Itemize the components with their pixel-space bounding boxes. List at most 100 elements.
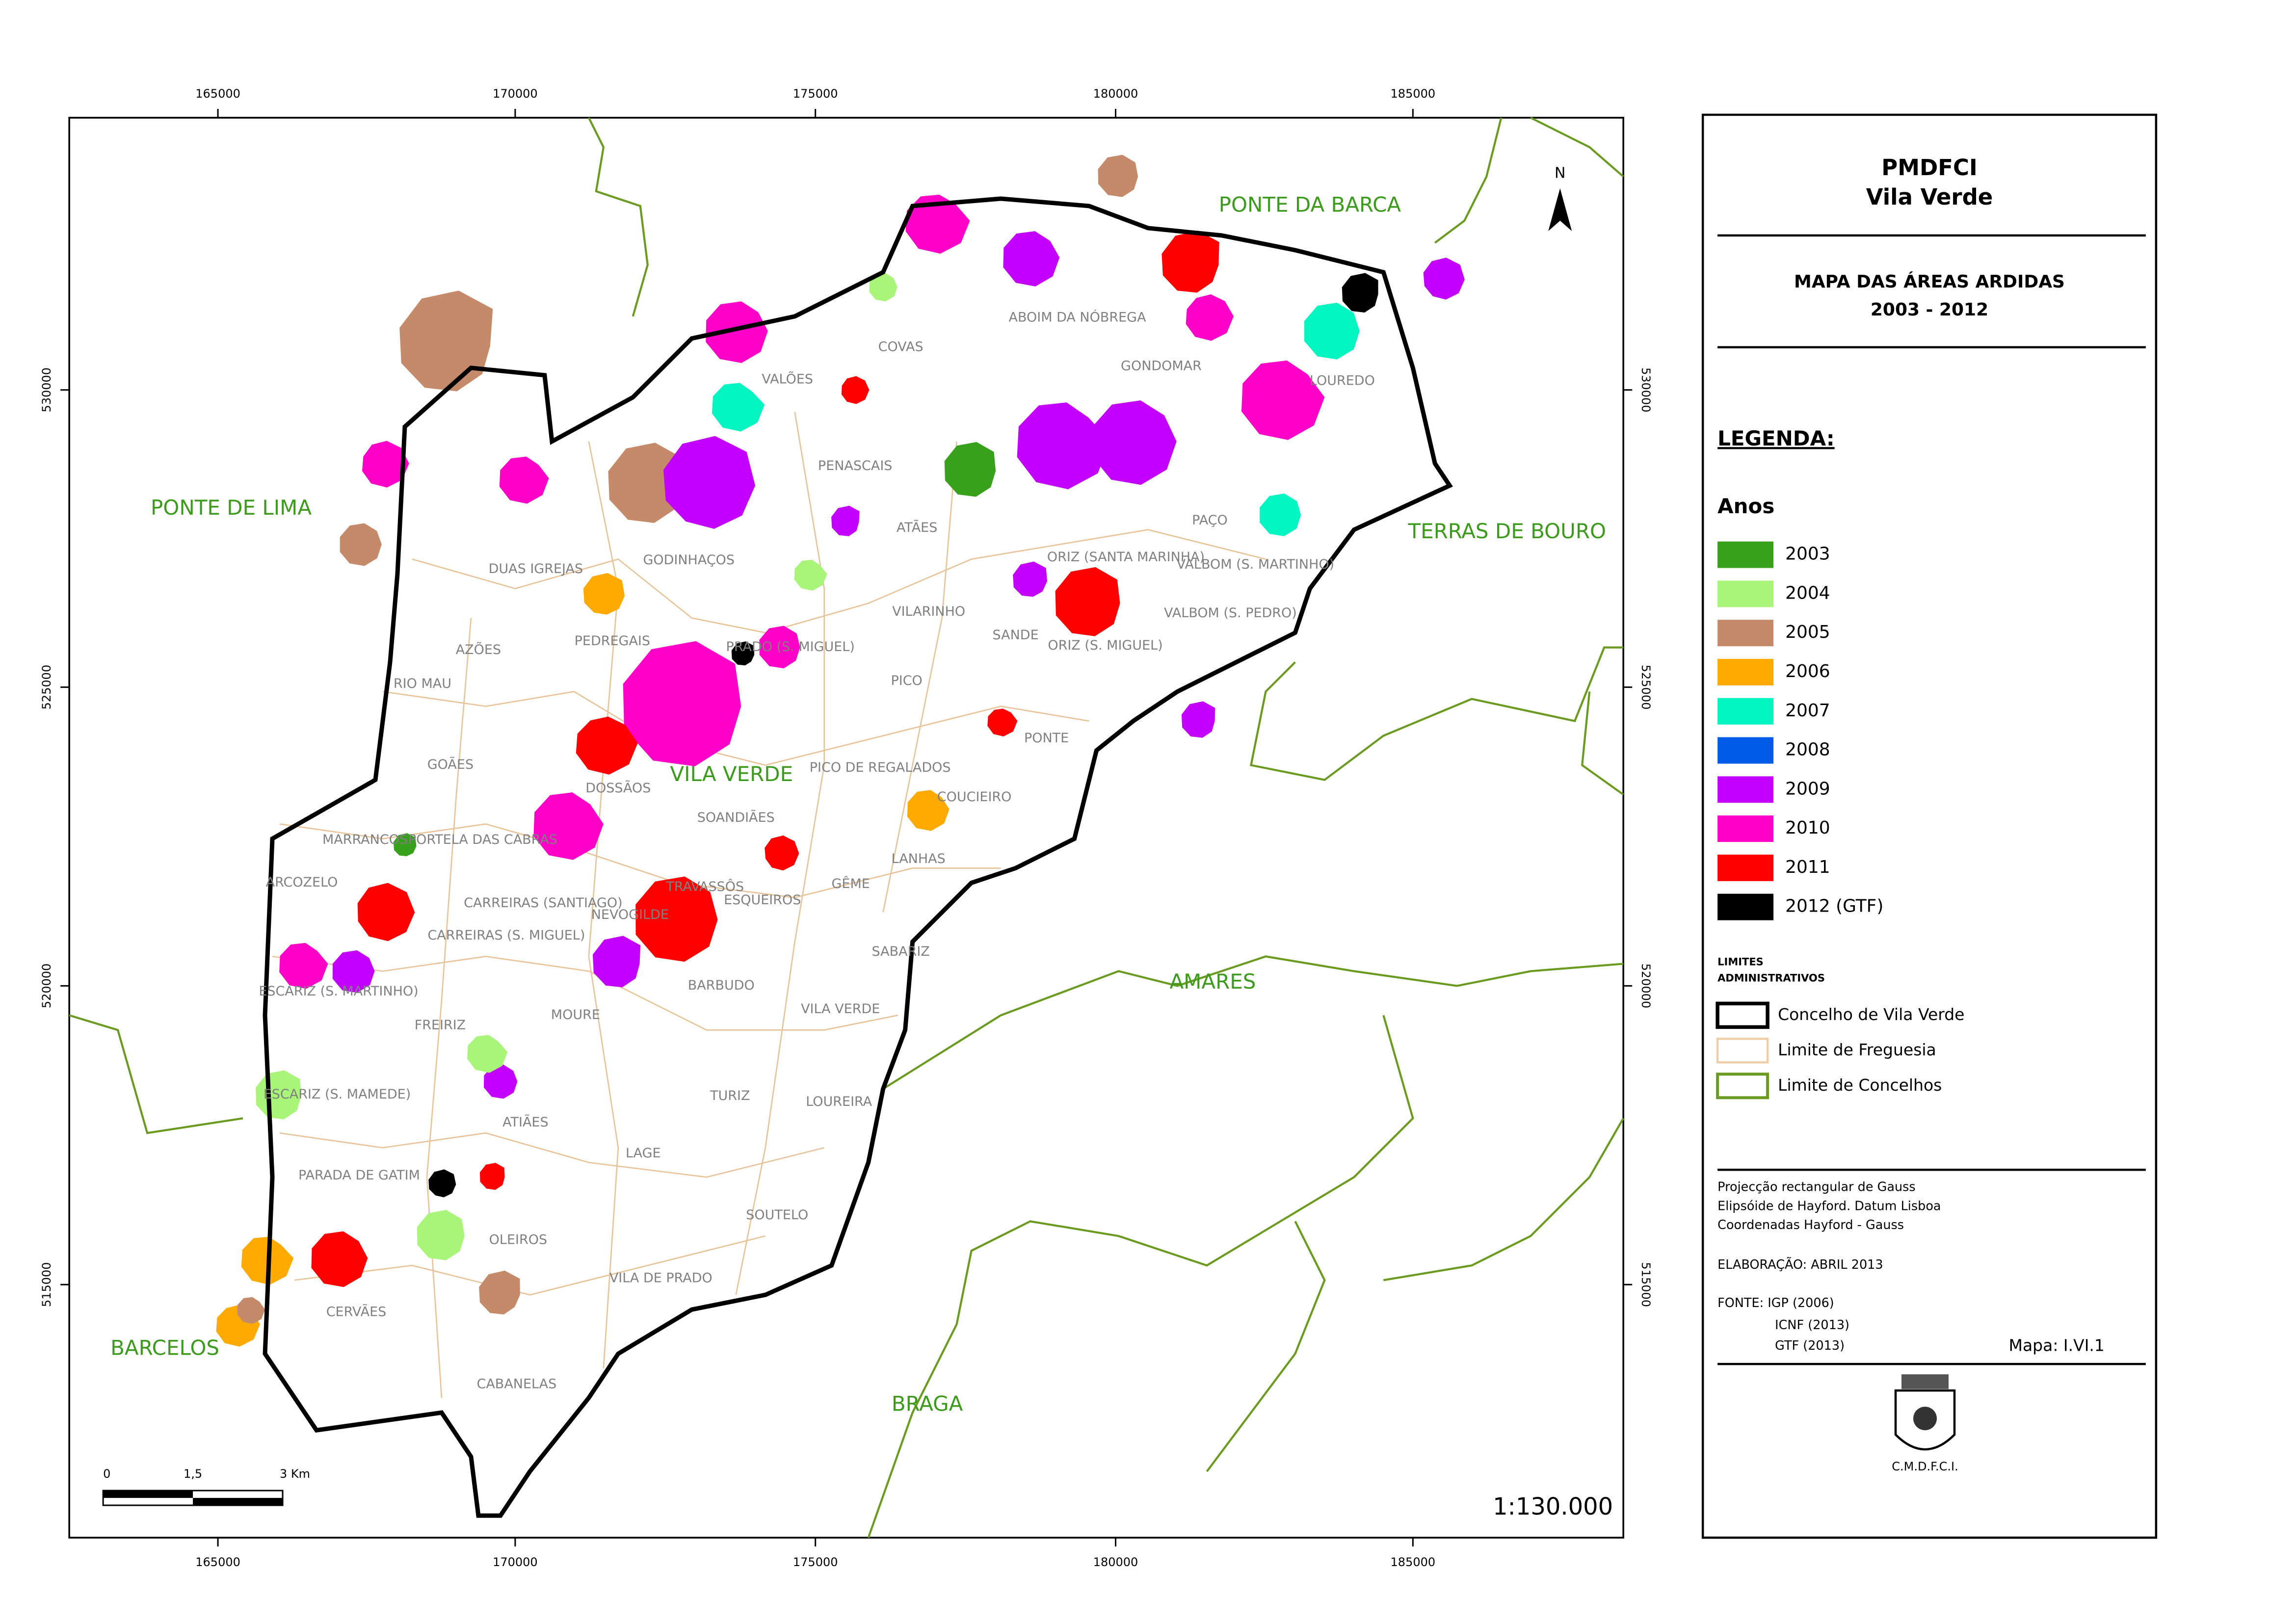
burned-area [1186,294,1234,341]
legend-label: 2008 [1785,740,1830,760]
scale-label: 0 [103,1467,110,1481]
region-label: BRAGA [892,1392,963,1416]
parish-border [272,956,898,1031]
y-tick-label: 515000 [1639,1262,1653,1307]
parish-label: ORIZ (S. MIGUEL) [1048,638,1162,653]
region-label: BARCELOS [110,1336,219,1360]
burned-area [1304,302,1360,360]
parish-label: DUAS IGREJAS [489,561,583,576]
burned-area [479,1163,505,1190]
scale-bar [103,1491,193,1498]
parish-label: VILA DE PRADO [609,1271,713,1286]
parish-label: LAGE [626,1146,661,1161]
burned-area [583,573,625,615]
parish-label: GOÃES [427,757,474,772]
municipal-border [1530,117,1624,178]
burned-area [533,792,604,860]
north-arrow [1548,188,1572,231]
legend-swatch [1715,1001,1769,1029]
burned-area [944,442,996,497]
y-tick-label: 530000 [1639,367,1653,413]
x-tick-label: 180000 [1093,1555,1138,1569]
parish-label: CERVÃES [326,1304,387,1320]
legend-swatch [1717,776,1774,803]
municipal-border [587,117,649,317]
burned-area [608,443,682,523]
parish-label: TRAVASSÔS [665,879,744,894]
parish-label: GODINHAÇOS [643,552,735,568]
parish-label: CARREIRAS (SANTIAGO) [464,895,623,911]
x-tick-label: 180000 [1093,87,1138,101]
legend-swatch [1717,541,1774,568]
legend-subheading: Anos [1717,494,1774,518]
municipal-border [1434,117,1503,244]
legend-label: Limite de Concelhos [1778,1075,1942,1095]
legend-panel [1701,113,2158,1539]
burned-area [759,626,800,669]
parish-label: RIO MAU [394,676,451,691]
legend-swatch [1717,815,1774,842]
burned-area [237,1297,265,1324]
parish-label: ATIÃES [502,1114,548,1130]
legend-label: 2007 [1785,701,1830,721]
parish-label: PICO [891,673,922,688]
burned-area [576,716,638,775]
burned-area [340,523,382,566]
parish-label: SOANDIÃES [697,810,775,825]
x-tick-label: 165000 [195,87,240,101]
burned-area [635,876,718,962]
burned-area [1260,493,1301,536]
emblem-crown [1901,1374,1949,1389]
burned-area [592,936,641,988]
burned-area [332,950,375,993]
x-tick-label: 185000 [1391,1555,1436,1569]
parish-label: TURIZ [710,1088,750,1103]
municipal-border [867,1015,1414,1538]
legend-swatch [1717,698,1774,725]
parish-label: VILARINHO [892,604,965,619]
legend-label: 2003 [1785,544,1830,564]
region-label: PONTE DA BARCA [1219,192,1401,216]
burned-area [399,290,493,392]
burned-area [869,273,897,302]
burned-area [1003,231,1060,287]
parish-label: VILA VERDE [801,1001,880,1017]
legend-subtitle: Vila Verde [1866,184,1993,210]
x-tick-label: 175000 [793,87,838,101]
burned-area [499,456,549,504]
legend-swatch [1717,620,1774,647]
parish-label: SANDE [993,628,1039,643]
burned-area [905,194,970,254]
burned-area [279,942,328,989]
burned-area [484,1064,518,1099]
legend-text: Coordenadas Hayford - Gauss [1717,1218,1904,1232]
y-tick-label: 525000 [1639,665,1653,710]
burned-area [362,441,409,488]
municipal-border [1206,1221,1326,1472]
legend-label: 2010 [1785,818,1830,838]
y-tick-label: 525000 [40,665,53,710]
legend-label: 2005 [1785,622,1830,642]
burned-area [1161,231,1219,293]
burned-area [794,559,827,591]
parish-border [882,441,957,913]
legend-text: Mapa: I.VI.1 [2009,1336,2105,1355]
parish-label: PICO DE REGALADOS [810,760,951,775]
legend-label: Limite de Freguesia [1778,1040,1936,1059]
parish-label: COVAS [878,339,924,354]
legend-swatch [1717,658,1774,685]
parish-label: PARADA DE GATIM [298,1168,420,1183]
parish-label: CARREIRAS (S. MIGUEL) [427,928,585,943]
burned-area [393,833,417,857]
parish-label: FREIRIZ [415,1018,466,1033]
legend: PMDFCI Vila Verde MAPA DAS ÁREAS ARDIDAS 20… [1715,155,2146,1473]
parish-border [588,441,619,1369]
parish-label: SOUTELO [746,1207,808,1223]
parish-label: LOUREIRA [806,1094,872,1109]
municipality-boundary [263,196,1453,1518]
map-period: 2003 - 2012 [1871,300,1988,320]
parish-label: LOUREDO [1310,373,1375,388]
region-label: TERRAS DE BOURO [1407,519,1606,543]
